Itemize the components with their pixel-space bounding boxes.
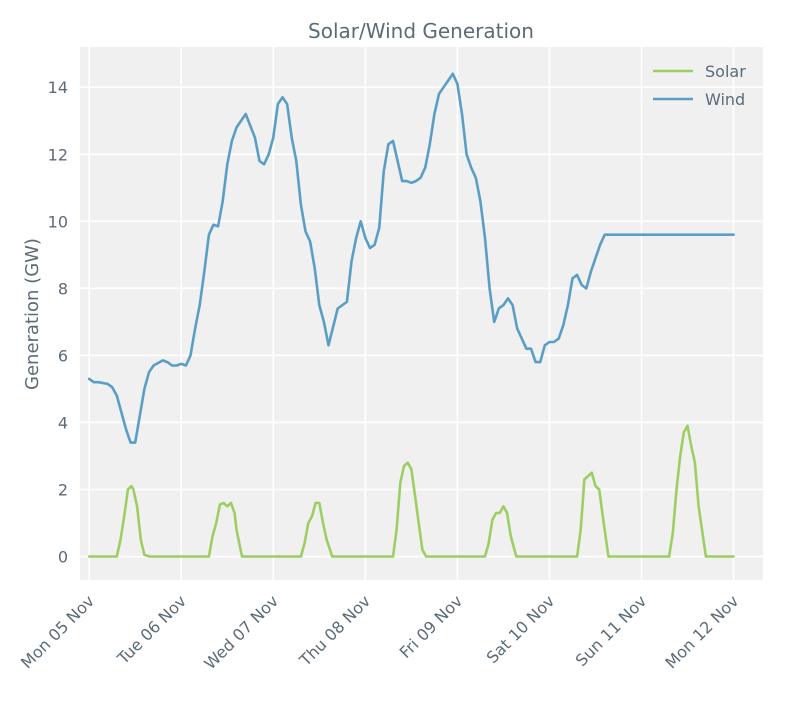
y-tick-label: 0 xyxy=(58,548,68,567)
series-layer xyxy=(87,72,735,558)
y-tick-label: 12 xyxy=(48,145,68,164)
y-axis-label: Generation (GW) xyxy=(22,238,43,390)
plot-area xyxy=(80,47,763,580)
legend-label-solar: Solar xyxy=(705,62,746,81)
y-axis-ticks: 0 2 4 6 8 10 12 14 xyxy=(48,78,68,566)
series-line-wind xyxy=(87,72,735,444)
chart-title: Solar/Wind Generation xyxy=(308,19,534,43)
legend: Solar Wind xyxy=(653,62,746,109)
y-tick-label: 14 xyxy=(48,78,68,97)
y-tick-label: 4 xyxy=(58,413,68,432)
y-tick-label: 8 xyxy=(58,279,68,298)
y-tick-label: 10 xyxy=(48,212,68,231)
grid-lines xyxy=(80,47,763,580)
legend-label-wind: Wind xyxy=(705,90,745,109)
series-line-solar xyxy=(87,424,735,558)
y-tick-label: 2 xyxy=(58,480,68,499)
y-tick-label: 6 xyxy=(58,346,68,365)
